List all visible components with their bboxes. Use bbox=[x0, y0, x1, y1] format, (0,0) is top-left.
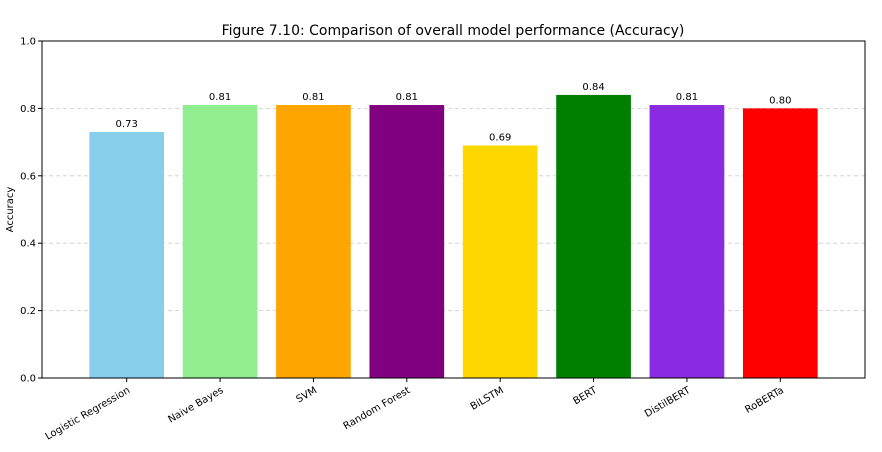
x-tick-label: BERT bbox=[571, 385, 599, 408]
bar bbox=[182, 105, 258, 378]
bar-value-label: 0.80 bbox=[769, 95, 791, 106]
bar-value-label: 0.81 bbox=[302, 92, 324, 103]
bar bbox=[649, 105, 725, 378]
chart-title: Figure 7.10: Comparison of overall model… bbox=[222, 23, 685, 39]
bar-value-label: 0.81 bbox=[676, 92, 698, 103]
x-tick-label: Random Forest bbox=[342, 385, 413, 432]
y-axis-ticks: 0.0 0.2 0.4 0.6 0.8 1.0 bbox=[20, 37, 42, 385]
y-tick-label: 0.8 bbox=[20, 104, 36, 115]
plot-area-frame bbox=[41, 40, 866, 379]
bar-value-label: 0.73 bbox=[116, 119, 138, 130]
bars bbox=[89, 94, 818, 379]
bar-value-label: 0.81 bbox=[209, 92, 231, 103]
grid-lines bbox=[42, 108, 865, 312]
x-tick-label: DistilBERT bbox=[643, 385, 693, 420]
bar-value-label: 0.69 bbox=[489, 132, 511, 143]
bar bbox=[556, 94, 631, 379]
y-tick-label: 0.4 bbox=[20, 239, 36, 250]
bar-value-label: 0.81 bbox=[396, 92, 418, 103]
y-tick-label: 0.2 bbox=[20, 306, 36, 317]
y-axis-label: Accuracy bbox=[5, 187, 16, 233]
bar bbox=[89, 131, 165, 378]
bar-value-label: 0.84 bbox=[582, 82, 604, 93]
x-tick-label: BiLSTM bbox=[469, 385, 506, 413]
x-tick-label: RoBERTa bbox=[743, 385, 785, 416]
bar bbox=[742, 108, 818, 379]
x-tick-label: Naive Bayes bbox=[166, 385, 225, 425]
bar bbox=[462, 145, 538, 378]
y-tick-label: 0.6 bbox=[20, 171, 36, 182]
x-axis-ticks: Logistic Regression Naive Bayes SVM Random … bbox=[44, 378, 786, 443]
x-tick-label: SVM bbox=[295, 385, 319, 405]
bar bbox=[276, 105, 351, 378]
y-tick-label: 1.0 bbox=[20, 37, 36, 48]
bar-value-labels: 0.73 0.81 0.81 0.81 0.69 0.84 0.81 0.80 bbox=[116, 82, 792, 144]
bar bbox=[369, 105, 445, 378]
y-tick-label: 0.0 bbox=[20, 374, 36, 385]
x-tick-label: Logistic Regression bbox=[44, 385, 133, 442]
